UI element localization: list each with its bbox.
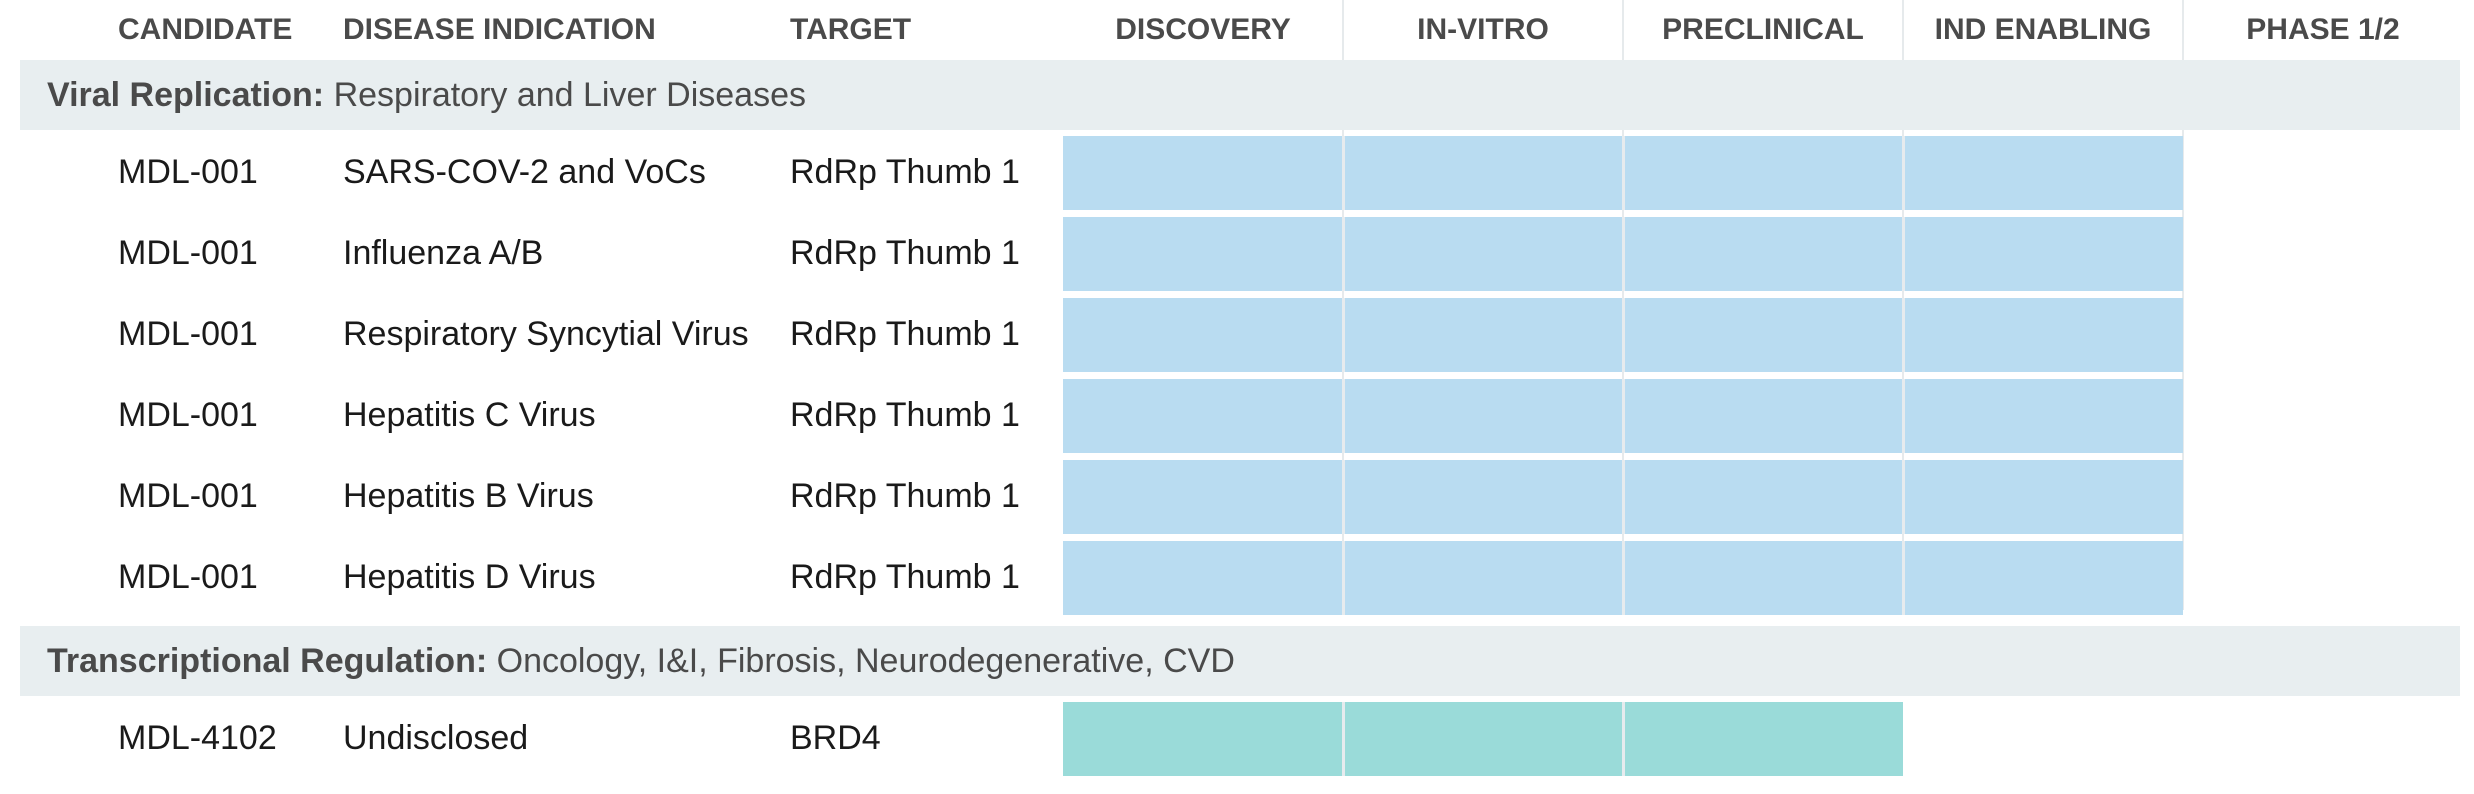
row-candidate: MDL-001	[118, 395, 258, 434]
bar-stage-divider	[1622, 541, 1625, 615]
bar-stage-divider	[1902, 298, 1905, 372]
group-name: Viral Replication:	[47, 76, 325, 114]
bar-stage-divider	[1902, 460, 1905, 534]
bar-stage-divider	[1342, 217, 1345, 291]
row-indication: Hepatitis D Virus	[343, 557, 596, 596]
header-stage: IN-VITRO	[1417, 13, 1549, 46]
bar-stage-divider	[1622, 136, 1625, 210]
bar-stage-divider	[1342, 298, 1345, 372]
header-target: TARGET	[790, 13, 912, 46]
bar-stage-divider	[1622, 379, 1625, 453]
row-target: RdRp Thumb 1	[790, 152, 1020, 191]
bar-stage-divider	[1902, 541, 1905, 615]
column-separator	[2182, 0, 2184, 610]
group-subtitle: Oncology, I&I, Fibrosis, Neurodegenerati…	[487, 642, 1235, 680]
row-target: RdRp Thumb 1	[790, 557, 1020, 596]
group-subtitle: Respiratory and Liver Diseases	[324, 76, 807, 114]
bar-stage-divider	[1902, 217, 1905, 291]
row-target: RdRp Thumb 1	[790, 233, 1020, 272]
bar-stage-divider	[1342, 460, 1345, 534]
bar-stage-divider	[1622, 298, 1625, 372]
header-stage: DISCOVERY	[1115, 13, 1291, 46]
row-indication: SARS-COV-2 and VoCs	[343, 152, 706, 191]
row-target: RdRp Thumb 1	[790, 476, 1020, 515]
row-indication: Respiratory Syncytial Virus	[343, 314, 749, 353]
row-candidate: MDL-001	[118, 476, 258, 515]
row-candidate: MDL-001	[118, 314, 258, 353]
row-indication: Hepatitis B Virus	[343, 476, 594, 515]
group-header: Viral Replication: Respiratory and Liver…	[20, 60, 2460, 130]
row-indication: Influenza A/B	[343, 233, 544, 272]
group-header: Transcriptional Regulation: Oncology, I&…	[20, 626, 2460, 696]
header-indication: DISEASE INDICATION	[343, 13, 656, 46]
row-candidate: MDL-001	[118, 152, 258, 191]
row-target: RdRp Thumb 1	[790, 314, 1020, 353]
bar-stage-divider	[1622, 460, 1625, 534]
bar-stage-divider	[1622, 217, 1625, 291]
bar-stage-divider	[1342, 541, 1345, 615]
bar-stage-divider	[1342, 136, 1345, 210]
row-indication: Undisclosed	[343, 718, 529, 757]
row-candidate: MDL-001	[118, 557, 258, 596]
row-target: RdRp Thumb 1	[790, 395, 1020, 434]
bar-stage-divider	[1342, 702, 1345, 776]
row-candidate: MDL-001	[118, 233, 258, 272]
header-stage: PHASE 1/2	[2246, 13, 2400, 46]
bar-stage-divider	[1622, 702, 1625, 776]
group-name: Transcriptional Regulation:	[47, 642, 488, 680]
row-target: BRD4	[790, 718, 881, 757]
row-candidate: MDL-4102	[118, 718, 277, 757]
row-indication: Hepatitis C Virus	[343, 395, 596, 434]
header-candidate: CANDIDATE	[118, 13, 293, 46]
progress-bar	[1063, 702, 1903, 776]
bar-stage-divider	[1902, 379, 1905, 453]
header-stage: PRECLINICAL	[1662, 13, 1864, 46]
bar-stage-divider	[1342, 379, 1345, 453]
header-stage: IND ENABLING	[1934, 13, 2152, 46]
bar-stage-divider	[1902, 136, 1905, 210]
